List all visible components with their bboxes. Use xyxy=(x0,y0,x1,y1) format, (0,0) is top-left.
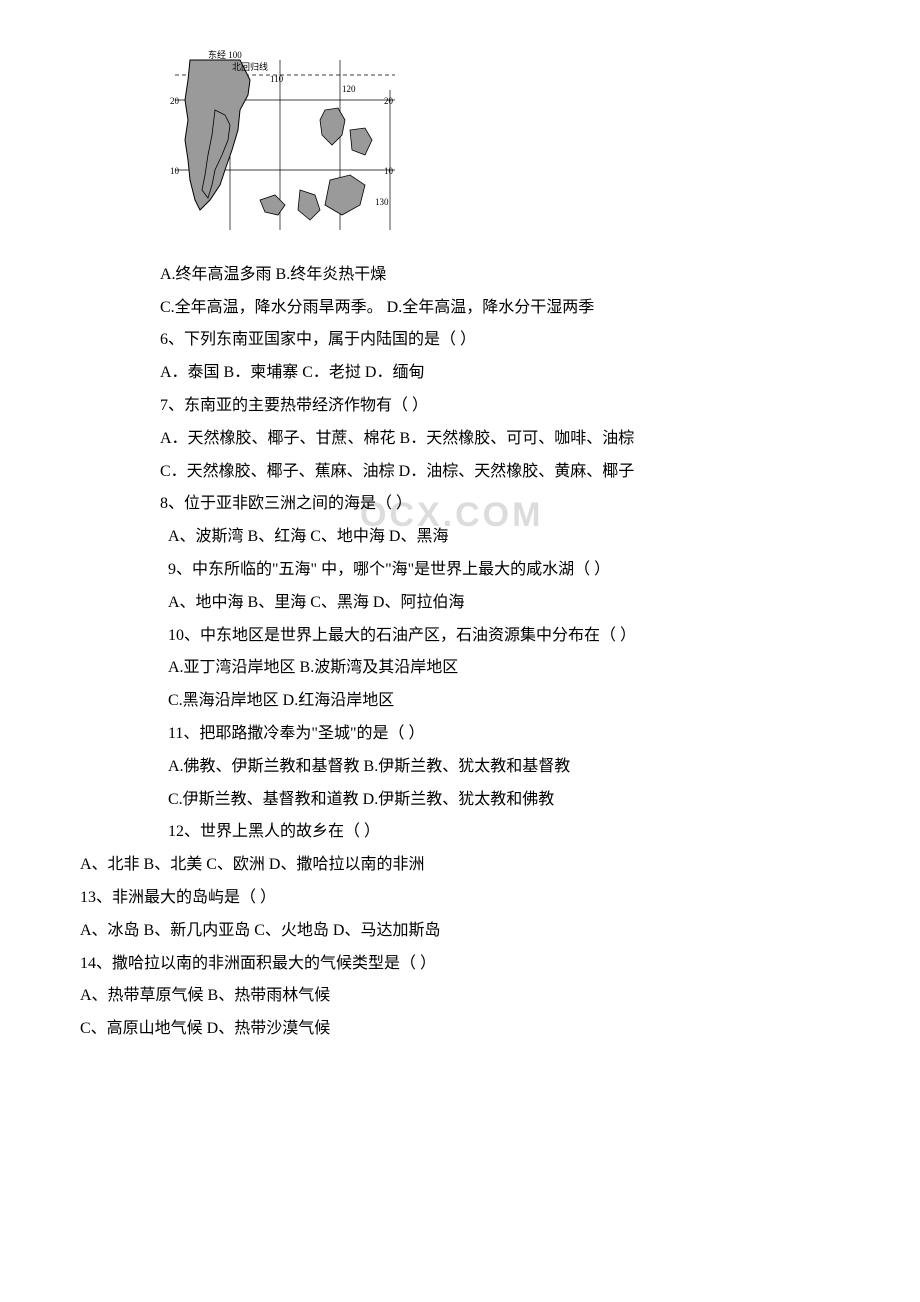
map-label-lon110: 110 xyxy=(270,74,284,84)
q7-options-2: C．天然橡胶、椰子、蕉麻、油棕 D．油棕、天然橡胶、黄麻、椰子 xyxy=(160,458,840,487)
q10-options-2: C.黑海沿岸地区 D.红海沿岸地区 xyxy=(168,687,840,716)
q11-options-1: A.佛教、伊斯兰教和基督教 B.伊斯兰教、犹太教和基督教 xyxy=(168,753,840,782)
q11-options-2: C.伊斯兰教、基督教和道教 D.伊斯兰教、犹太教和佛教 xyxy=(168,786,840,815)
q7-options-1: A．天然橡胶、椰子、甘蔗、棉花 B．天然橡胶、可可、咖啡、油棕 xyxy=(160,425,840,454)
q10-options-1: A.亚丁湾沿岸地区 B.波斯湾及其沿岸地区 xyxy=(168,654,840,683)
map-label-lat10r: 10 xyxy=(384,166,394,176)
q6-stem: 6、下列东南亚国家中，属于内陆国的是（ ） xyxy=(160,326,840,355)
q9-stem: 9、中东所临的"五海" 中，哪个"海"是世界上最大的咸水湖（ ） xyxy=(168,556,840,585)
q12-options: A、北非 B、北美 C、欧洲 D、撒哈拉以南的非洲 xyxy=(80,851,840,880)
compact-block: A、北非 B、北美 C、欧洲 D、撒哈拉以南的非洲 13、非洲最大的岛屿是（ ）… xyxy=(80,851,840,1044)
q9-options: A、地中海 B、里海 C、黑海 D、阿拉伯海 xyxy=(168,589,840,618)
q14-stem: 14、撒哈拉以南的非洲面积最大的气候类型是（ ） xyxy=(80,950,840,979)
map-label-lon130: 130 xyxy=(375,197,389,207)
q12-stem: 12、世界上黑人的故乡在（ ） xyxy=(168,818,840,847)
map-label-lon100: 东经 100 xyxy=(208,49,242,60)
q6-options: A．泰国 B．柬埔寨 C．老挝 D．缅甸 xyxy=(160,359,840,388)
q11-stem: 11、把耶路撒冷奉为"圣城"的是（ ） xyxy=(168,720,840,749)
q8-options: A、波斯湾 B、红海 C、地中海 D、黑海 xyxy=(168,523,840,552)
map-label-lat20l: 20 xyxy=(170,96,180,106)
southeast-asia-map: 东经 100 北回归线 110 120 130 20 20 10 10 xyxy=(170,40,400,240)
q7-stem: 7、东南亚的主要热带经济作物有（ ） xyxy=(160,392,840,421)
q10-stem: 10、中东地区是世界上最大的石油产区，石油资源集中分布在（ ） xyxy=(168,622,840,651)
map-figure: 东经 100 北回归线 110 120 130 20 20 10 10 xyxy=(170,40,840,251)
map-label-lat20r: 20 xyxy=(384,96,394,106)
watermark-row: OCX.COM 8、位于亚非欧三洲之间的海是（ ） xyxy=(160,490,840,519)
map-label-lon120: 120 xyxy=(342,84,356,94)
map-label-lat10l: 10 xyxy=(170,166,180,176)
q13-stem: 13、非洲最大的岛屿是（ ） xyxy=(80,884,840,913)
q5-option-line-2: C.全年高温，降水分雨旱两季。 D.全年高温，降水分干湿两季 xyxy=(160,294,840,323)
q5-option-line-1: A.终年高温多雨 B.终年炎热干燥 xyxy=(160,261,840,290)
map-label-tropic: 北回归线 xyxy=(232,61,268,72)
q13-options: A、冰岛 B、新几内亚岛 C、火地岛 D、马达加斯岛 xyxy=(80,917,840,946)
q14-options-2: C、高原山地气候 D、热带沙漠气候 xyxy=(80,1015,840,1044)
q8-stem: 8、位于亚非欧三洲之间的海是（ ） xyxy=(160,490,840,519)
q14-options-1: A、热带草原气候 B、热带雨林气候 xyxy=(80,982,840,1011)
